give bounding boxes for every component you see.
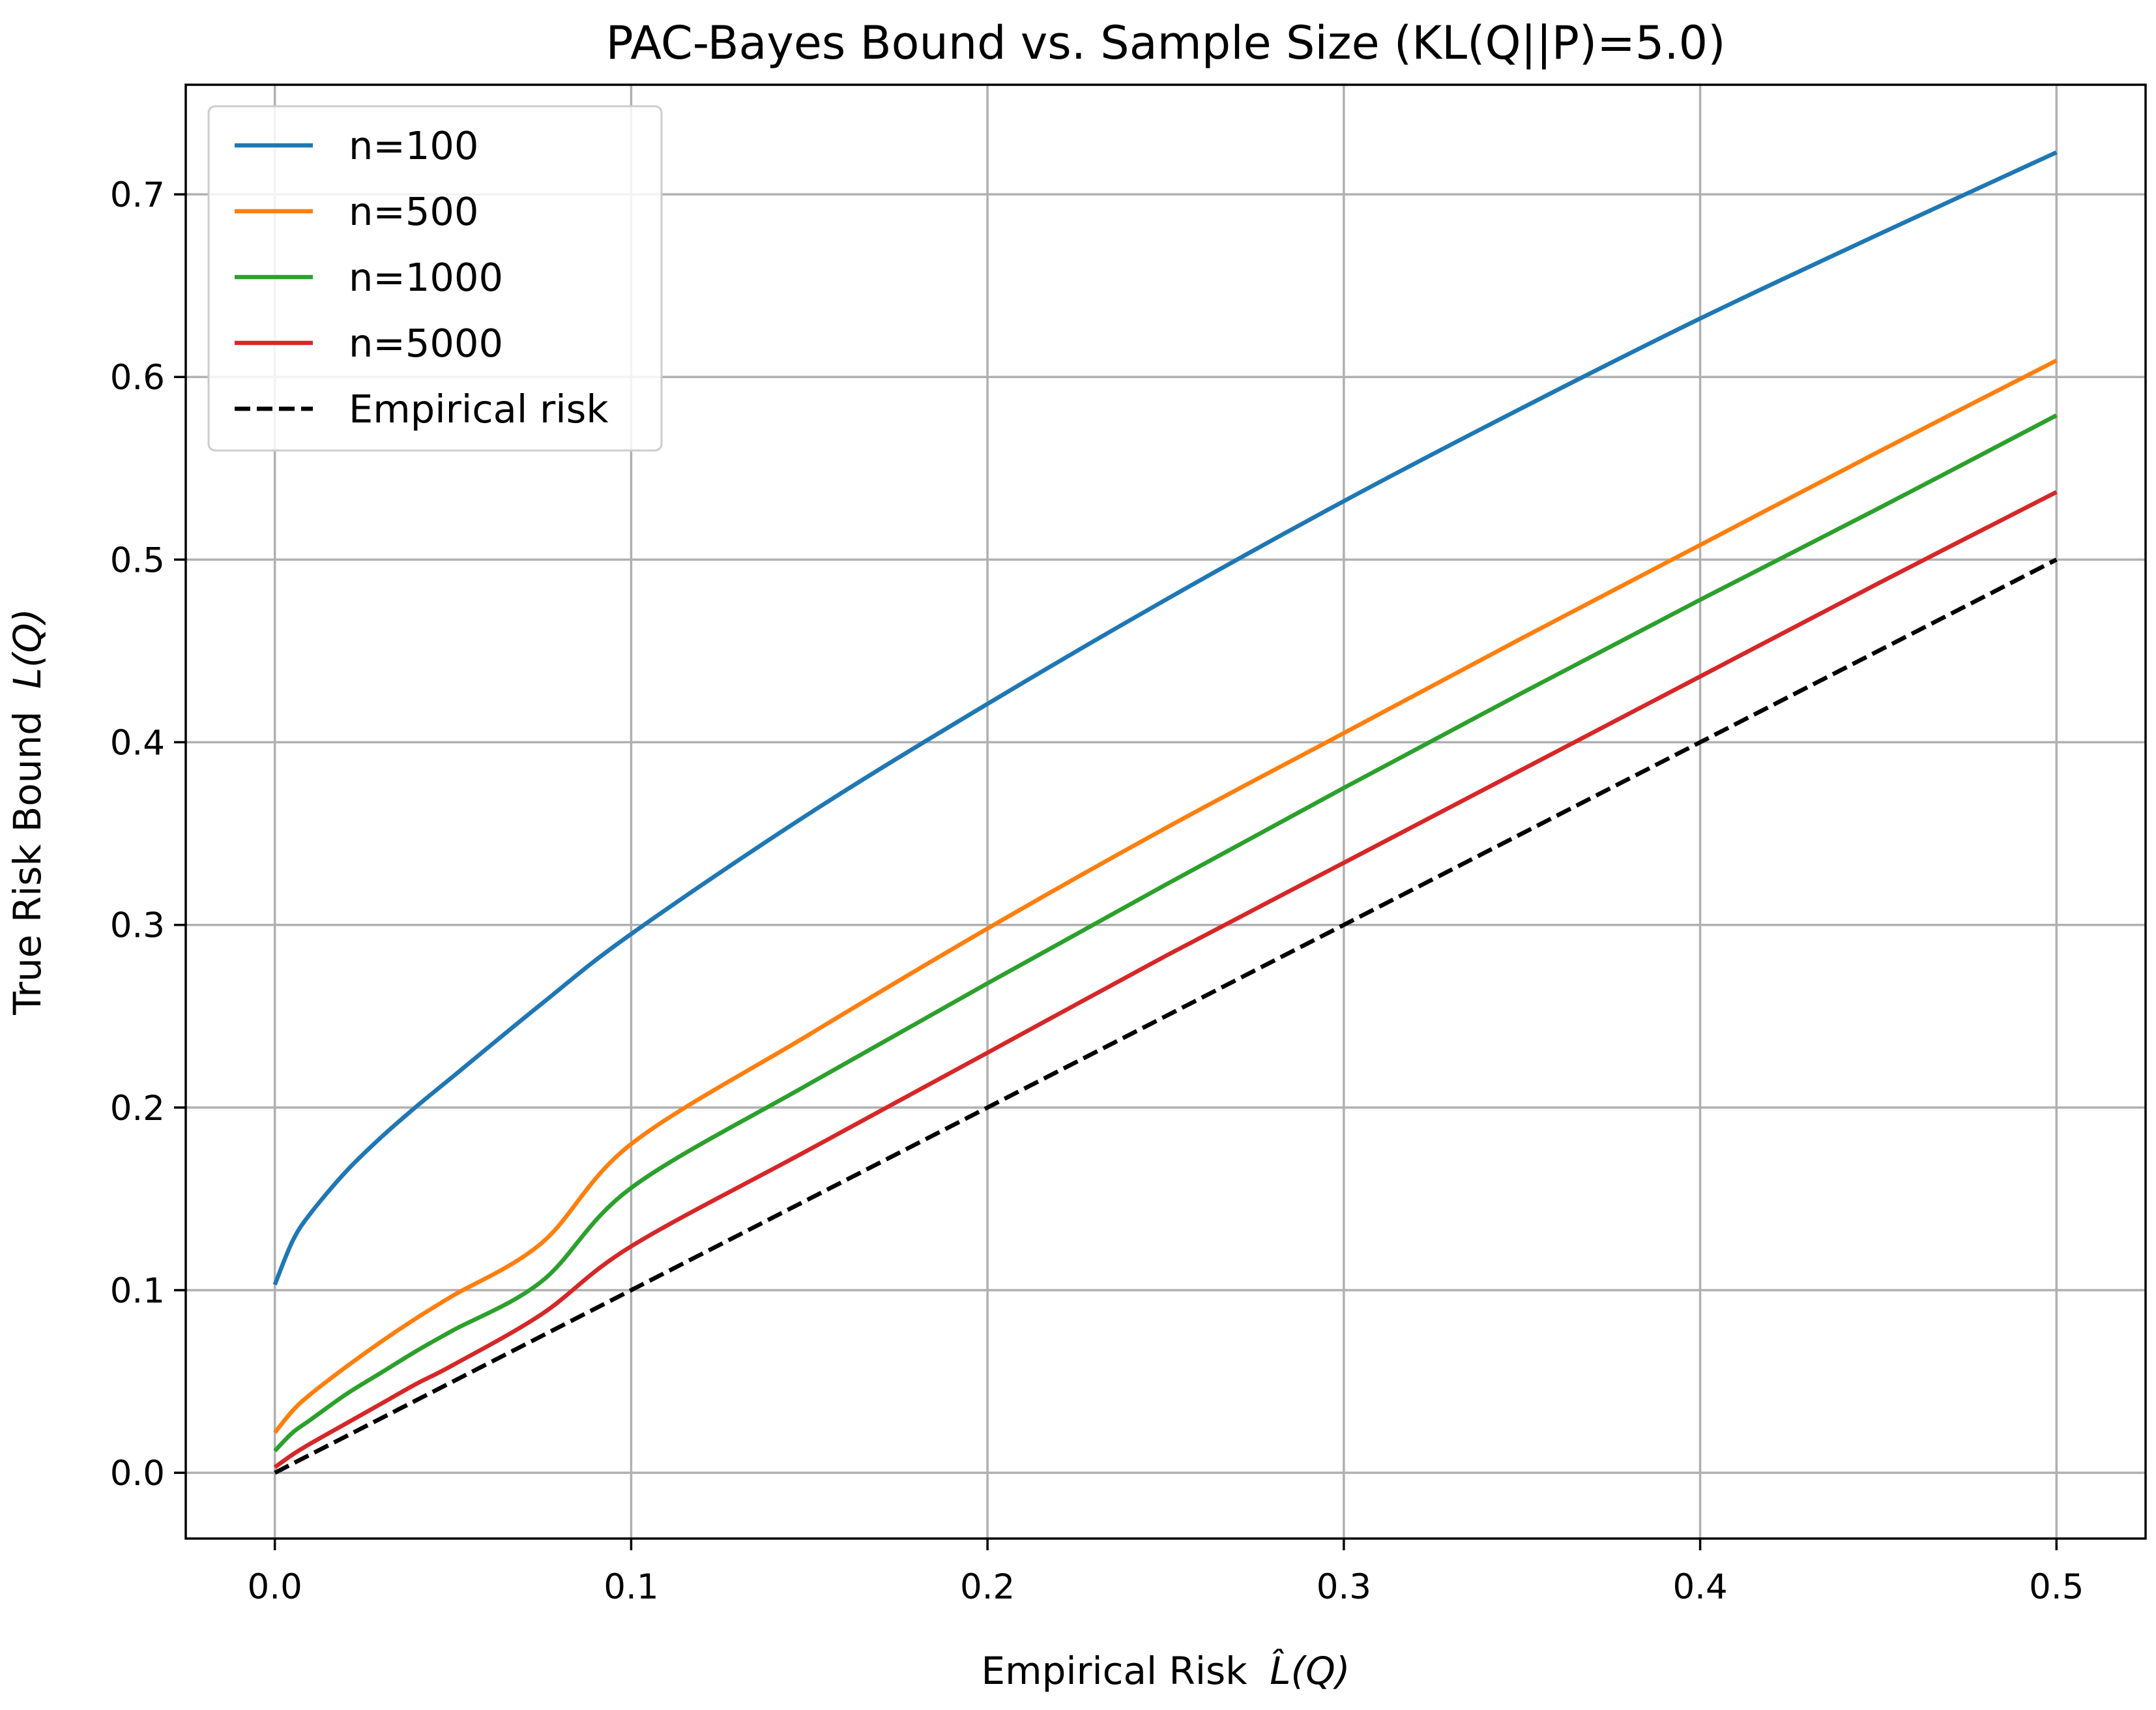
legend: n=100 n=500 n=1000 n=5000 Empirical risk [207, 105, 663, 452]
series-line-n-500 [273, 359, 2058, 1434]
x-tick-label: 0.2 [960, 1567, 1015, 1607]
series-line-n-1000 [273, 413, 2058, 1452]
ticks: 0.0 0.1 0.2 0.3 0.4 0.5 0.0 0.1 0.2 0.3 0.4 0.5 0.6 0… [110, 175, 2084, 1607]
series-line-n-100 [272, 150, 2058, 1286]
x-axis-label-math: L̂(Q) [1270, 1648, 1350, 1693]
x-tick-label: 0.3 [1317, 1567, 1371, 1607]
y-tick-label: 0.5 [110, 540, 165, 580]
y-tick-label: 0.6 [110, 358, 165, 398]
legend-box [207, 105, 663, 452]
y-tick-label: 0.4 [110, 724, 165, 763]
legend-label: Empirical risk [349, 387, 609, 432]
legend-label: n=100 [349, 123, 478, 168]
y-tick-label: 0.7 [110, 175, 165, 215]
legend-label: n=1000 [349, 255, 503, 300]
x-axis-label: Empirical Risk L̂(Q) [982, 1648, 1350, 1693]
grid [186, 85, 2146, 1539]
x-tick-label: 0.5 [2029, 1567, 2084, 1607]
chart-title: PAC-Bayes Bound vs. Sample Size (KL(Q||P… [605, 16, 1725, 70]
x-tick-label: 0.0 [248, 1567, 302, 1607]
y-tick-label: 0.2 [110, 1089, 165, 1128]
legend-label: n=5000 [349, 321, 503, 366]
y-tick-label: 0.1 [110, 1271, 165, 1311]
y-tick-label: 0.3 [110, 906, 165, 946]
series-line-empirical-risk [274, 557, 2058, 1475]
x-tick-label: 0.1 [604, 1567, 658, 1607]
series-line-n-5000 [273, 490, 2058, 1469]
y-tick-label: 0.0 [110, 1454, 165, 1494]
y-axis-label: True Risk Bound L(Q) [5, 608, 50, 1016]
y-axis-label-text: True Risk Bound [5, 711, 50, 1016]
series-lines [272, 150, 2058, 1475]
legend-label: n=500 [349, 189, 478, 234]
plot-frame [184, 83, 2147, 1540]
x-axis-label-text: Empirical Risk [982, 1649, 1248, 1693]
y-axis-label-math: L(Q) [5, 608, 50, 688]
x-tick-label: 0.4 [1672, 1567, 1727, 1607]
